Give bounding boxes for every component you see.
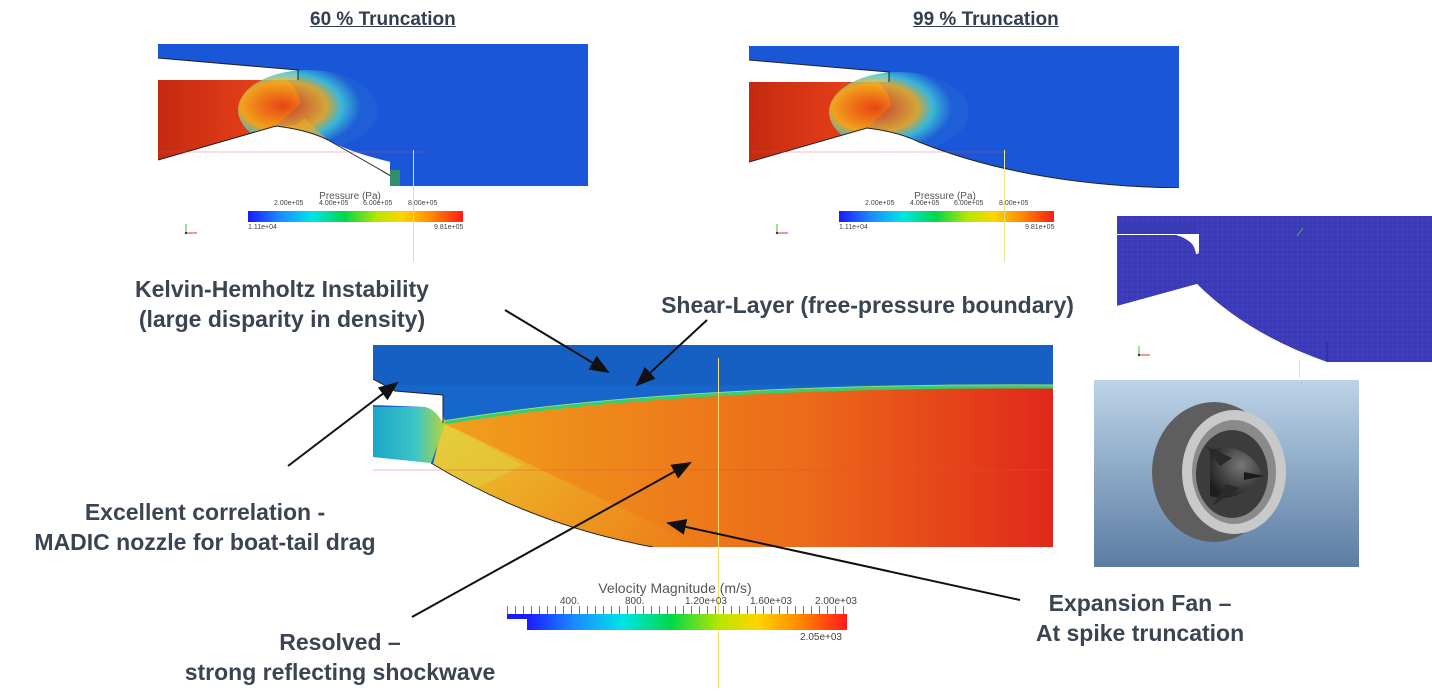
tick-label: 800. [625, 596, 645, 607]
annotation-expansion-fan: Expansion Fan – At spike truncation [1010, 588, 1270, 648]
axes-triad-icon [774, 221, 794, 235]
tick-label: 8.00e+05 [999, 200, 1029, 207]
colorbar-title-60: Pressure (Pa) [319, 191, 381, 202]
annotation-line: strong reflecting shockwave [184, 659, 496, 685]
colorbar-60 [248, 211, 463, 222]
cursor-line-60 [413, 150, 414, 262]
panel-title-60: 60 % Truncation [310, 9, 456, 30]
arrow-resolved [411, 462, 692, 618]
tick-label: 1.60e+03 [750, 596, 792, 607]
colorbar-title-velocity: Velocity Magnitude (m/s) [598, 580, 752, 596]
colorbar-ticks-60: 2.00e+05 4.00e+05 6.00e+05 8.00e+05 [248, 200, 463, 209]
colorbar-velocity-minor-ticks [507, 606, 847, 614]
annotation-resolved-shockwave: Resolved – strong reflecting shockwave [160, 627, 520, 687]
computational-mesh [1117, 214, 1432, 362]
annotation-line: Resolved – [279, 629, 401, 655]
arrow-expansion [666, 519, 1021, 601]
annotation-line: At spike truncation [1035, 620, 1245, 646]
cursor-line-mesh [1299, 360, 1300, 378]
cursor-line-99 [1004, 150, 1005, 262]
tick-label: 6.00e+05 [954, 200, 984, 207]
colorbar-min-99: 1.11e+04 [839, 224, 868, 231]
annotation-excellent-correlation: Excellent correlation - MADIC nozzle for… [10, 497, 400, 557]
arrow-shear [635, 319, 708, 387]
cursor-line-main [718, 358, 719, 688]
velocity-contour [373, 345, 1053, 547]
panel-title-99: 99 % Truncation [913, 9, 1059, 30]
annotation-line: Shear-Layer (free-pressure boundary) [661, 292, 1074, 318]
colorbar-min-60: 1.11e+04 [248, 224, 277, 231]
annotation-line: Kelvin-Hemholtz Instability [135, 276, 429, 302]
tick-label: 2.00e+05 [274, 200, 304, 207]
arrow-kelvin [504, 309, 610, 374]
annotation-kelvin-helmholtz: Kelvin-Hemholtz Instability (large dispa… [112, 274, 452, 334]
colorbar-ticks-99: 2.00e+05 4.00e+05 6.00e+05 8.00e+05 [839, 200, 1054, 209]
annotation-shear-layer: Shear-Layer (free-pressure boundary) [640, 290, 1095, 320]
tick-label: 4.00e+05 [910, 200, 940, 207]
colorbar-max-60: 9.81e+05 [434, 224, 464, 231]
colorbar-99 [839, 211, 1054, 222]
arrow-excellent [287, 381, 399, 467]
annotation-line: MADIC nozzle for boat-tail drag [34, 529, 376, 555]
tick-label: 8.00e+05 [408, 200, 438, 207]
colorbar-velocity-low-stub [507, 614, 527, 619]
pressure-contour-99 [749, 46, 1179, 188]
axes-triad-icon [183, 221, 203, 235]
colorbar-title-99: Pressure (Pa) [914, 191, 976, 202]
axes-triad-icon [1136, 343, 1156, 357]
colorbar-velocity [527, 614, 847, 630]
annotation-line: Excellent correlation - [84, 499, 326, 525]
tick-label: 6.00e+05 [363, 200, 393, 207]
tick-label: 1.20e+03 [685, 596, 727, 607]
tick-label: 400. [560, 596, 580, 607]
colorbar-velocity-ticks: 400. 800. 1.20e+03 1.60e+03 2.00e+03 [505, 596, 857, 608]
annotation-line: Expansion Fan – [1048, 590, 1232, 616]
pressure-contour-60 [158, 44, 588, 186]
nozzle-3d-render [1094, 380, 1359, 567]
tick-label: 2.00e+05 [865, 200, 895, 207]
tick-label: 2.00e+03 [815, 596, 857, 607]
colorbar-velocity-max: 2.05e+03 [800, 632, 842, 643]
colorbar-max-99: 9.81e+05 [1025, 224, 1055, 231]
tick-label: 4.00e+05 [319, 200, 349, 207]
annotation-line: (large disparity in density) [138, 306, 426, 332]
